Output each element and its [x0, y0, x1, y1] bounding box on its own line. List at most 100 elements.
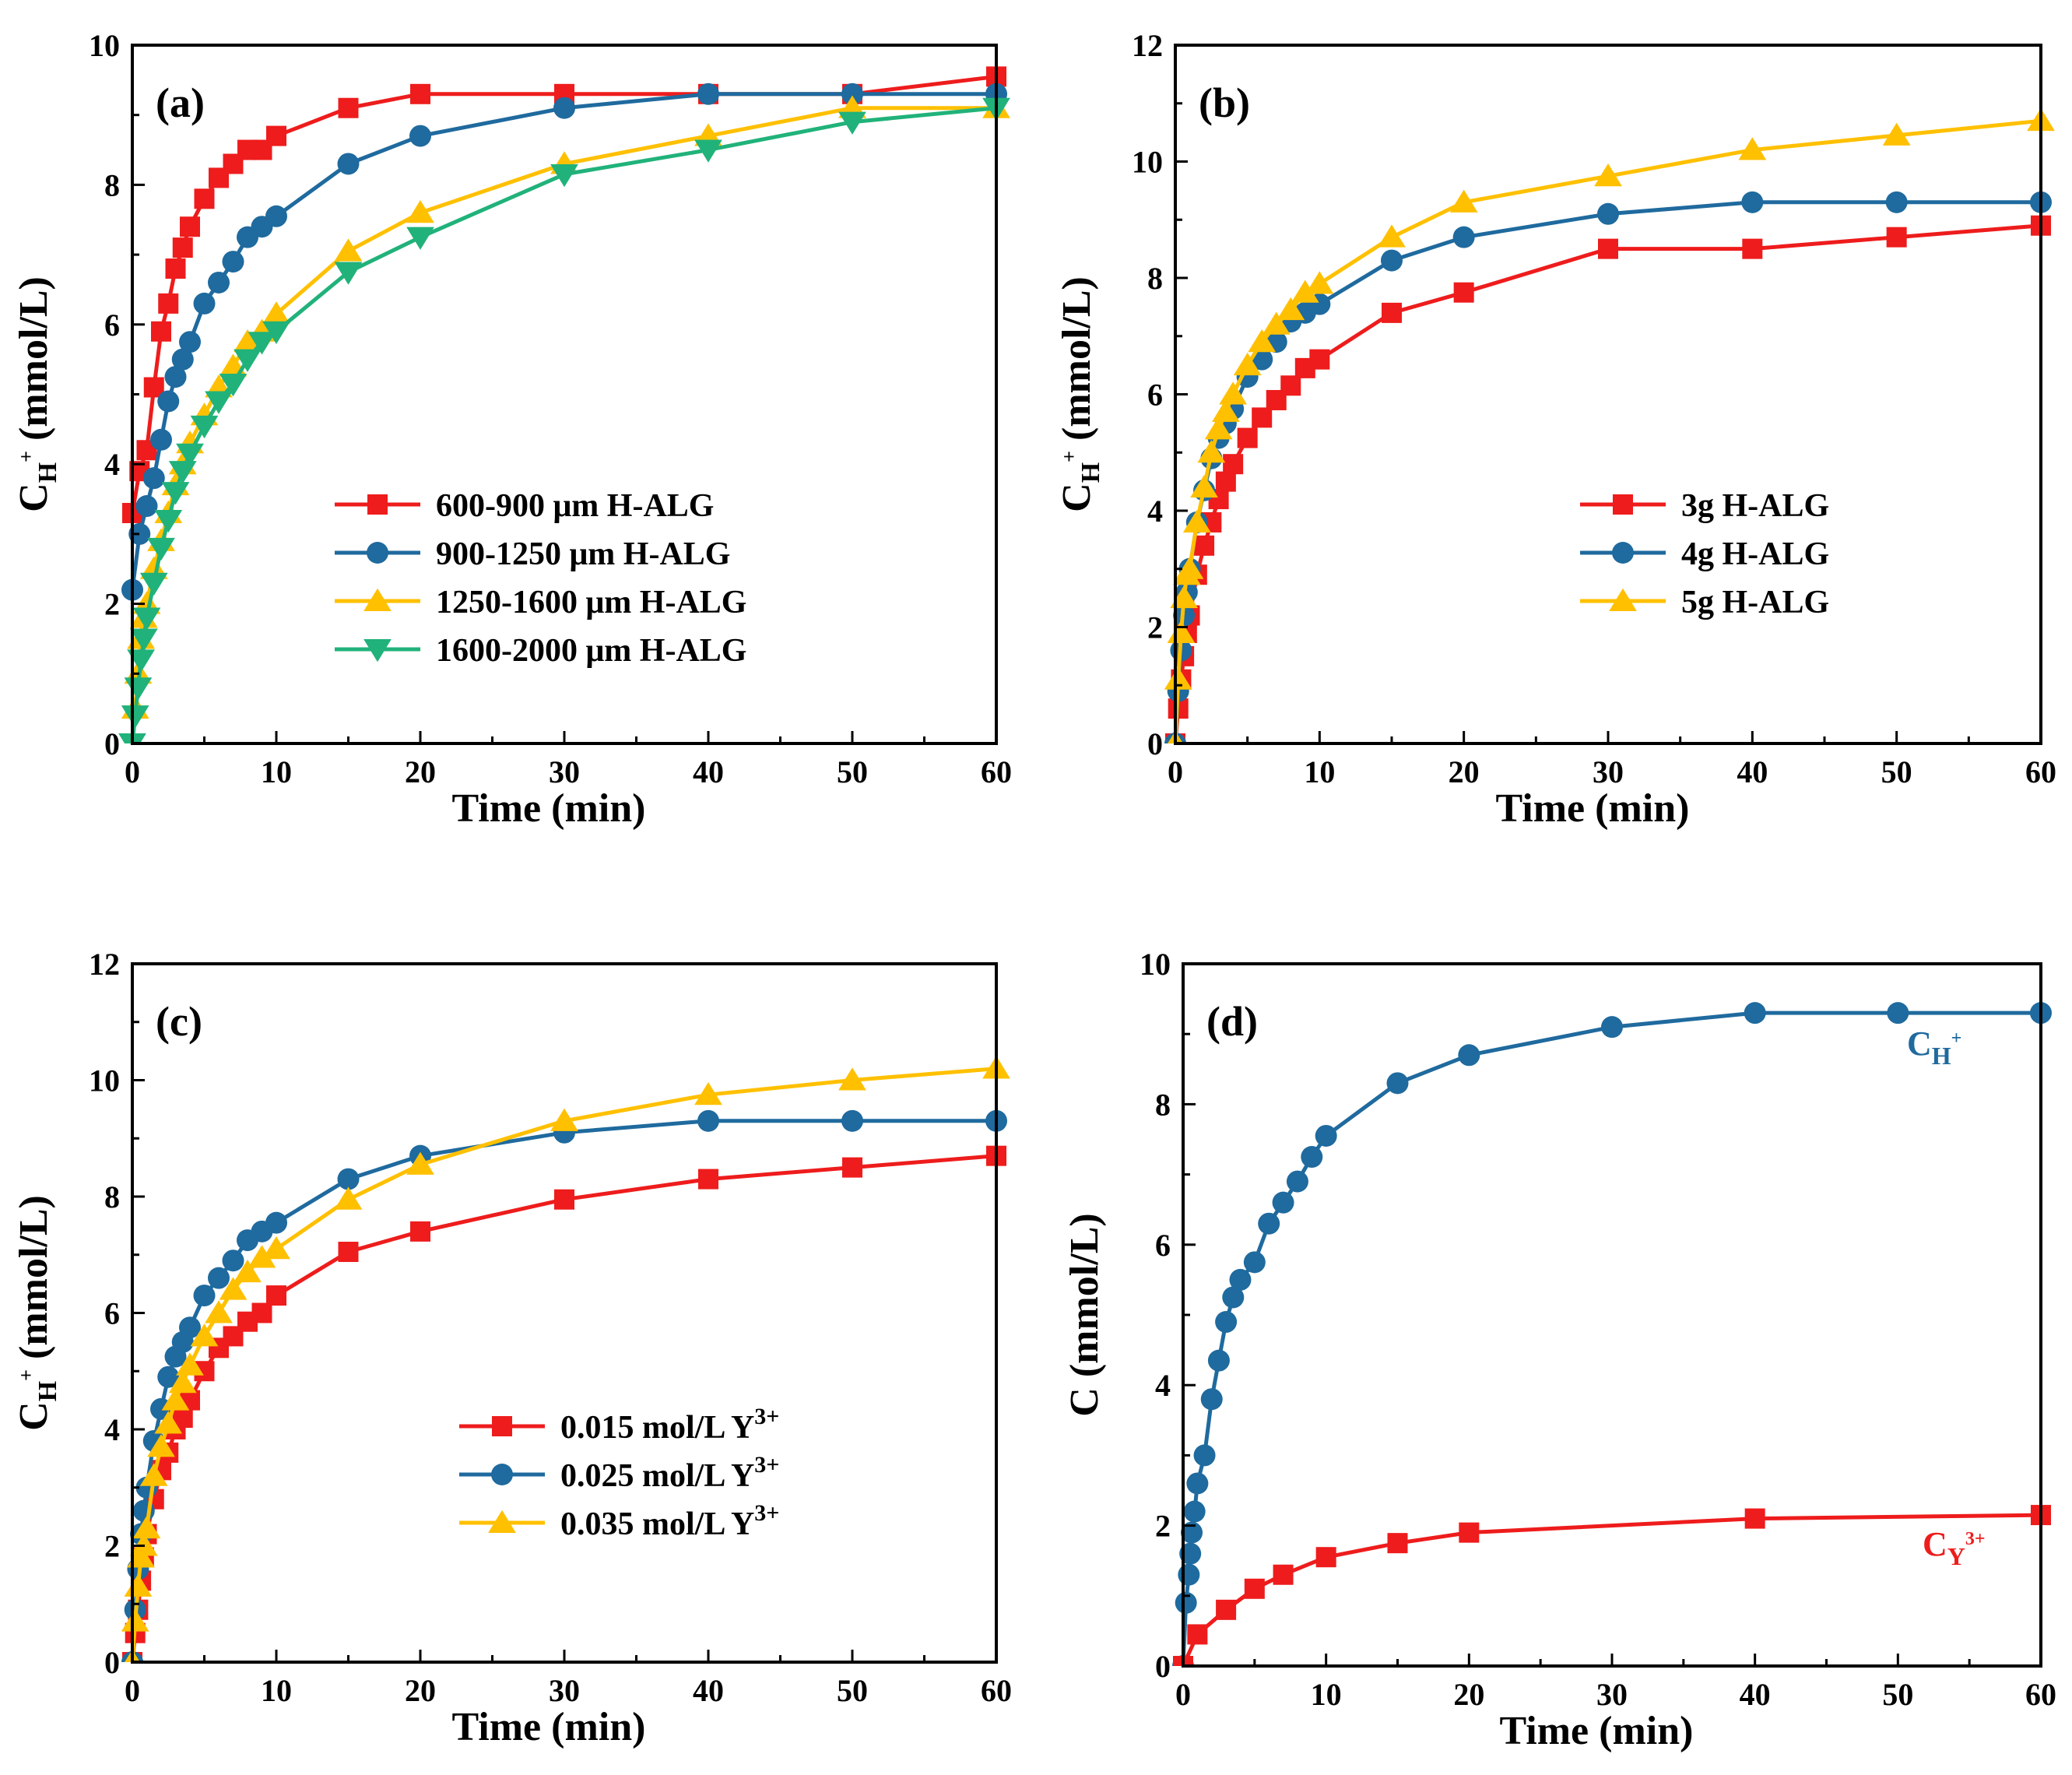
panel-a-y-tick-label: 10: [89, 28, 120, 63]
panel-c-series-3-point: [127, 1545, 155, 1568]
panel-c-series-3-point: [132, 1515, 161, 1539]
panel-a-series-3-point: [334, 238, 363, 262]
panel-a-series-2-point: [193, 292, 216, 315]
panel-a-series-2-point: [128, 522, 151, 545]
panel-c-series-3-point: [121, 1608, 149, 1632]
panel-d-series-1-point: [1887, 1002, 1909, 1025]
panel-a-y-axis-title: CH+ (mmol/L): [12, 276, 62, 512]
panel-c-legend-label-2: 0.025 mol/L Y3+: [560, 1452, 779, 1494]
panel-a-x-tick-label: 30: [549, 754, 580, 789]
panel-a-series-3-point: [234, 329, 262, 353]
panel-a-series-2-point: [135, 495, 158, 518]
panel-d-series-2-point: [1273, 1564, 1294, 1585]
panel-a-y-tick-label: 2: [104, 587, 120, 622]
panel-c-series-3-point: [219, 1277, 248, 1300]
panel-b-x-tick-label: 60: [2025, 754, 2056, 789]
panel-d-series-1-point: [1258, 1212, 1280, 1235]
panel-d-series-1-point: [1243, 1251, 1266, 1274]
panel-c-series-2-point: [222, 1250, 244, 1272]
panel-a-series-4-point: [406, 227, 434, 250]
panel-c-x-axis-title: Time (min): [452, 1705, 646, 1749]
panel-d-series-1-point: [1315, 1124, 1337, 1147]
panel-d: 0 10 20 30 40 50 60 0 2 4 6 8 10 Time (min) C (mmol/L)…: [1062, 947, 2056, 1753]
panel-b-series-1-point: [1382, 302, 1402, 323]
panel-a-series-4-point: [168, 461, 197, 484]
panel-c-y-tick-label: 10: [89, 1063, 120, 1098]
panel-d-series-1-point: [1181, 1521, 1203, 1544]
panel-d-series-1-point: [1744, 1002, 1766, 1025]
panel-a-legend-label-4: 1600-2000 μm H-ALG: [436, 633, 746, 669]
panel-c: 0 10 20 30 40 50 60 0 2 4 6 8 10 12 Time (min) CH+ (mmo…: [12, 947, 1012, 1749]
panel-a-series-1-point: [172, 237, 193, 258]
panel-c-series-3-point: [205, 1300, 233, 1323]
panel-a-legend-label-1: 600-900 μm H-ALG: [436, 488, 714, 524]
panel-b-x-tick-label: 40: [1737, 754, 1768, 789]
panel-a-y-tick-label: 6: [104, 308, 120, 343]
panel-d-y-tick-label: 4: [1155, 1368, 1171, 1403]
panel-a-series-1-point: [151, 321, 171, 342]
panel-d-series-2: [1173, 1505, 2051, 1666]
panel-d-series-2-point: [1744, 1508, 1765, 1529]
panel-a-series-2-point: [179, 331, 201, 353]
panel-c-x-tick-label: 30: [549, 1673, 580, 1708]
panel-a-series-4-point: [129, 628, 158, 652]
panel-c-y-axis-title: CH+ (mmol/L): [12, 1195, 62, 1431]
panel-c-x-tick-label: 0: [125, 1673, 140, 1708]
panel-a-series-3-point: [262, 301, 290, 325]
panel-b-series-3-point: [1248, 329, 1277, 353]
panel-b-series-1-point: [1598, 238, 1618, 259]
panel-b-legend-label-1: 3g H-ALG: [1681, 488, 1829, 524]
panel-d-series-1-point: [1175, 1591, 1197, 1614]
panel-a-series-2-point: [409, 125, 431, 147]
panel-b-series-3-point: [1170, 585, 1198, 609]
panel-c-series-2-point: [193, 1285, 216, 1307]
panel-d-series-1-point: [1386, 1072, 1409, 1095]
panel-a-series-4-point: [219, 374, 248, 397]
panel-c-x-tick-label: 50: [837, 1673, 868, 1708]
panel-c-y-tick-label: 8: [104, 1179, 120, 1214]
panel-a-series-4-point: [205, 391, 233, 414]
panel-b-series-3-point: [1305, 271, 1334, 294]
panel-c-series-3: [121, 1056, 1010, 1662]
panel-c-series-2-point: [697, 1109, 719, 1132]
panel-c-legend: 0.015 mol/L Y3+ 0.025 mol/L Y3+ 0.035 mol/…: [459, 1404, 779, 1542]
panel-d-series-1-point: [1215, 1311, 1238, 1334]
panel-d-series-2-point: [1187, 1624, 1208, 1645]
panel-b-series-3-point: [1262, 311, 1291, 335]
panel-a-y-tick-label: 4: [104, 447, 120, 482]
panel-a-label: (a): [156, 79, 205, 126]
panel-d-series-2-point: [1387, 1533, 1408, 1554]
panel-b-legend-label-3: 5g H-ALG: [1681, 585, 1829, 620]
panel-b-y-tick-label: 6: [1147, 378, 1163, 413]
panel-b-x-tick-label: 20: [1449, 754, 1480, 789]
panel-d-series-2-point: [1459, 1522, 1480, 1543]
panel-a-y-tick-label: 0: [104, 726, 120, 761]
panel-c-series-1-point: [266, 1285, 286, 1306]
panel-c-series-2-point: [208, 1267, 230, 1289]
panel-a-series-4-point: [838, 111, 866, 135]
panel-d-x-tick-label: 50: [1882, 1677, 1913, 1712]
panel-c-series-2-point: [841, 1109, 863, 1132]
panel-c-x-tick-label: 20: [405, 1673, 436, 1708]
panel-c-series-3-point: [248, 1245, 276, 1268]
panel-a-series-2-point: [142, 467, 165, 490]
panel-a-x-tick-label: 20: [405, 754, 436, 789]
panel-a-series-1-point: [410, 83, 430, 104]
panel-d-y-tick-label: 10: [1140, 947, 1171, 982]
panel-d-x-tick-label: 30: [1596, 1677, 1628, 1712]
panel-b-legend-marker: [1613, 494, 1633, 515]
panel-a-series-4-point: [550, 163, 578, 188]
panel-a-series-2-point: [150, 428, 172, 451]
panel-a-x-tick-label: 50: [837, 754, 868, 789]
panel-a-legend-marker: [363, 639, 392, 663]
panel-a-series-4-point: [248, 332, 276, 355]
panel-b-x-tick-label: 0: [1168, 754, 1183, 789]
panel-b-series-2-point: [1381, 249, 1403, 272]
panel-b-series-1-point: [1252, 407, 1273, 428]
panel-c-series-3-point: [168, 1369, 197, 1394]
panel-c-y-tick-label: 12: [89, 947, 120, 982]
panel-b-series-1-point: [1742, 238, 1763, 259]
panel-d-x-tick-label: 60: [2025, 1677, 2056, 1712]
panel-a-series-4-point: [334, 262, 363, 285]
panel-c-series-3-point: [262, 1236, 290, 1260]
